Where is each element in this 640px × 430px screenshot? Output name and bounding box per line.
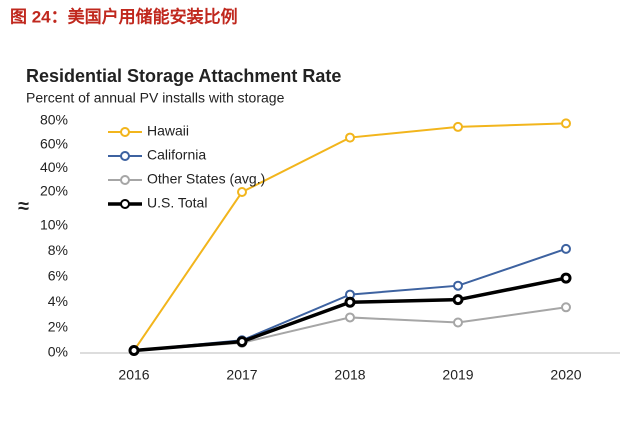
y-tick-label: 8% bbox=[48, 242, 68, 258]
x-tick-label: 2017 bbox=[226, 367, 257, 383]
chart-title: Residential Storage Attachment Rate bbox=[26, 66, 341, 86]
point bbox=[561, 302, 571, 313]
point bbox=[561, 243, 571, 254]
legend-marker bbox=[120, 175, 130, 185]
point bbox=[452, 294, 464, 306]
point bbox=[453, 280, 463, 291]
legend-marker bbox=[120, 127, 130, 137]
point bbox=[345, 132, 355, 143]
point bbox=[345, 312, 355, 323]
figure-caption: 图 24：美国户用储能安装比例 bbox=[10, 6, 238, 26]
legend-label: Other States (avg.) bbox=[147, 171, 265, 187]
x-tick-label: 2016 bbox=[118, 367, 149, 383]
legend-label: Hawaii bbox=[147, 123, 189, 139]
y-tick-label: 80% bbox=[40, 112, 68, 128]
y-tick-label: 2% bbox=[48, 318, 68, 334]
point bbox=[453, 121, 463, 132]
legend-label: California bbox=[147, 147, 206, 163]
axis-break: ≈ bbox=[18, 195, 29, 217]
y-tick-label: 20% bbox=[40, 183, 68, 199]
point bbox=[560, 272, 572, 284]
chart-subtitle: Percent of annual PV installs with stora… bbox=[26, 90, 285, 106]
y-tick-label: 4% bbox=[48, 293, 68, 309]
point bbox=[453, 317, 463, 328]
legend-marker bbox=[120, 151, 130, 161]
x-tick-label: 2019 bbox=[442, 367, 473, 383]
legend-marker bbox=[120, 199, 130, 209]
x-tick-label: 2020 bbox=[550, 367, 581, 383]
point bbox=[561, 118, 571, 129]
legend-label: U.S. Total bbox=[147, 195, 207, 211]
y-tick-label: 10% bbox=[40, 217, 68, 233]
x-tick-label: 2018 bbox=[334, 367, 365, 383]
point bbox=[236, 336, 248, 348]
point bbox=[344, 296, 356, 308]
y-tick-label: 6% bbox=[48, 268, 68, 284]
y-tick-label: 60% bbox=[40, 135, 68, 151]
point bbox=[237, 187, 247, 197]
y-tick-label: 0% bbox=[48, 344, 68, 360]
point bbox=[128, 344, 140, 356]
y-tick-label: 40% bbox=[40, 159, 68, 175]
